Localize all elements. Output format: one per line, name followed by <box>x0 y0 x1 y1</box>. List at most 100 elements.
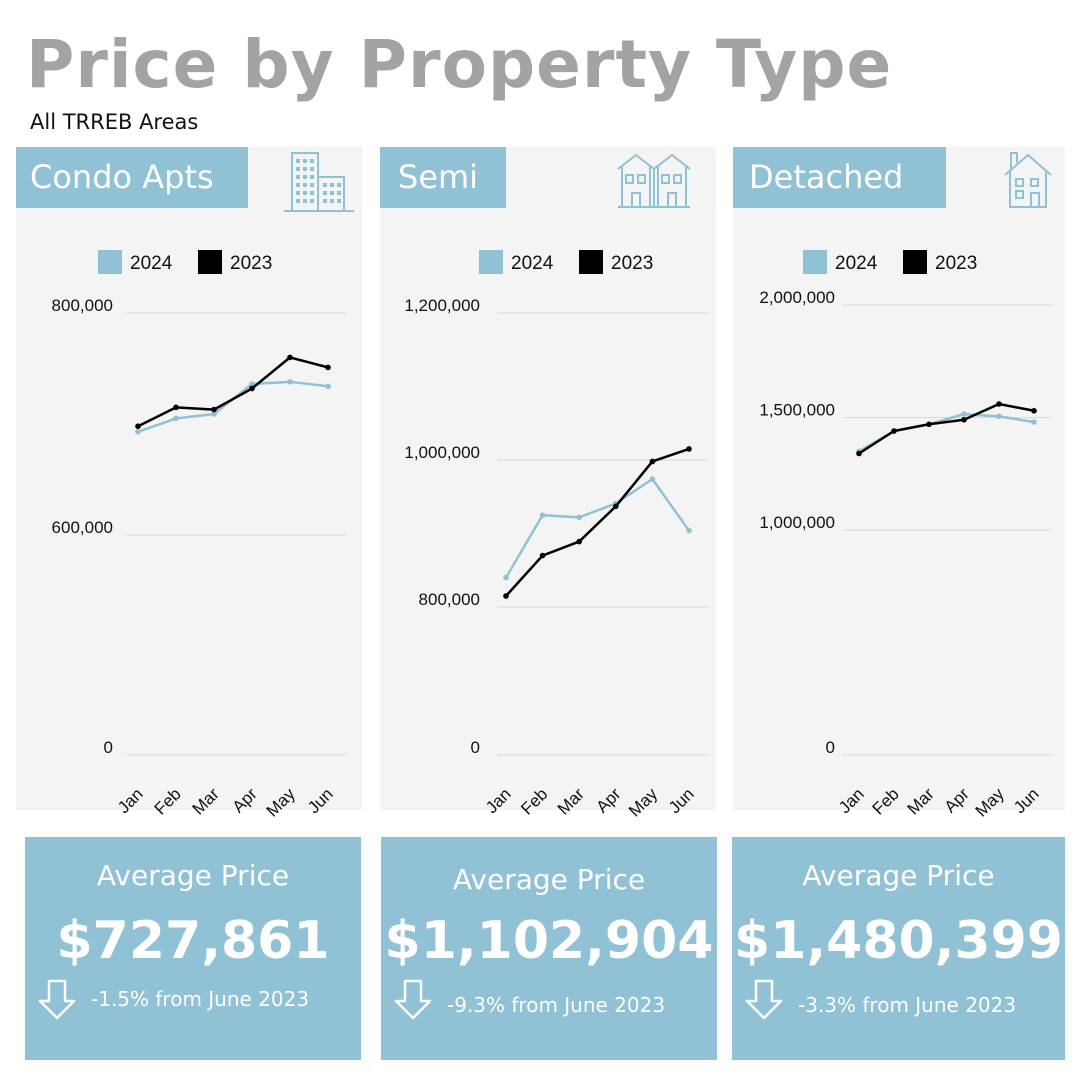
legend-swatch-2024 <box>98 250 122 274</box>
legend-swatch-2024 <box>479 250 503 274</box>
y-tick-label: 1,200,000 <box>404 296 480 315</box>
data-point-2024 <box>249 381 255 387</box>
data-point-2023 <box>576 538 582 545</box>
y-tick-label: 600,000 <box>52 518 113 537</box>
series-line-2023-detached <box>858 402 1035 455</box>
data-point-2023 <box>961 416 967 423</box>
apartment-building-icon <box>284 152 354 212</box>
chart-detached: 2024 2023 0 1,000,000 1,500,000 2,000,000 Jan F… <box>759 250 1052 821</box>
data-point-2023 <box>135 423 141 430</box>
data-point-2023 <box>325 364 331 371</box>
panel-label-detached: Detached <box>733 147 946 208</box>
data-point-2024 <box>576 514 582 521</box>
down-arrow-icon <box>394 979 432 1020</box>
series-line-2023-condo <box>137 356 329 428</box>
data-point-2024 <box>649 476 656 482</box>
series-line-2024-detached <box>858 412 1035 453</box>
legend-label-2024: 2024 <box>511 253 554 274</box>
stat-change-text: -3.3% from June 2023 <box>798 993 1017 1017</box>
data-point-2023 <box>926 421 932 428</box>
data-point-2023 <box>1031 407 1037 414</box>
stat-label: Average Price <box>452 863 646 896</box>
legend-label-2023: 2023 <box>611 253 653 274</box>
stat-change-row: -1.5% from June 2023 <box>37 979 355 1023</box>
y-tick-label: 2,000,000 <box>759 288 835 307</box>
stat-change-row: -9.3% from June 2023 <box>393 979 711 1023</box>
stat-card-condo: Average Price $727,861 -1.5% from June 2… <box>25 837 361 1060</box>
x-tick-label: Mar <box>904 784 938 818</box>
y-tick-label: 1,000,000 <box>404 443 480 462</box>
stat-value: $1,102,904 <box>384 911 714 971</box>
data-point-2024 <box>961 411 967 417</box>
semi-detached-houses-icon <box>617 153 691 208</box>
y-tick-label: 0 <box>826 738 835 757</box>
legend-swatch-2023 <box>903 250 927 274</box>
legend-label-2023: 2023 <box>935 253 977 274</box>
data-point-2024 <box>686 527 692 534</box>
chart-panel-condo: Condo Apts 2024 2023 0 600,000 800,000 Jan Feb… <box>16 147 362 821</box>
legend-swatch-2023 <box>198 250 222 274</box>
chart-legend: 2024 2023 <box>803 250 977 274</box>
data-point-2024 <box>211 411 217 417</box>
x-tick-label: Jun <box>304 784 337 817</box>
stat-label: Average Price <box>96 859 290 892</box>
data-point-2024 <box>173 415 179 422</box>
down-arrow-icon <box>38 979 76 1020</box>
x-tick-label: May <box>972 784 1008 820</box>
y-tick-label: 0 <box>104 738 113 757</box>
y-tick-label: 1,000,000 <box>759 513 835 532</box>
data-point-2024 <box>996 413 1002 420</box>
data-point-2023 <box>211 406 217 413</box>
legend-label-2024: 2024 <box>130 253 173 274</box>
y-tick-label: 1,500,000 <box>759 401 835 420</box>
series-line-2024-semi <box>504 477 691 579</box>
legend-label-2024: 2024 <box>835 253 878 274</box>
x-tick-label: Feb <box>151 784 185 818</box>
chart-panel-detached: Detached 2024 2023 0 1,000,000 1,500,000 2,00… <box>733 147 1065 821</box>
stat-card-detached: Average Price $1,480,399 -3.3% from June… <box>732 837 1065 1060</box>
stat-change-row: -3.3% from June 2023 <box>744 979 1059 1023</box>
x-tick-label: Jan <box>835 784 868 817</box>
data-point-2024 <box>503 574 509 581</box>
x-tick-label: Apr <box>941 784 973 816</box>
y-tick-label: 0 <box>471 738 480 757</box>
data-point-2024 <box>1031 419 1037 425</box>
x-tick-label: Feb <box>517 784 551 818</box>
stat-value: $727,861 <box>56 911 330 971</box>
page-subtitle: All TRREB Areas <box>30 110 199 134</box>
data-point-2023 <box>856 450 862 457</box>
x-tick-label: Mar <box>189 784 223 818</box>
data-point-2024 <box>287 379 293 385</box>
x-tick-label: May <box>263 784 299 820</box>
data-point-2023 <box>996 401 1002 407</box>
down-arrow-icon <box>745 979 783 1020</box>
x-tick-label: Apr <box>229 784 261 816</box>
chart-panel-semi: Semi 2024 2023 0 800,000 1,000,000 1,200,000 J… <box>380 147 716 821</box>
data-point-2023 <box>891 428 897 434</box>
chart-semi: 2024 2023 0 800,000 1,000,000 1,200,000 Jan Feb… <box>404 250 708 821</box>
x-tick-label: Jun <box>665 784 698 817</box>
data-point-2023 <box>686 446 692 452</box>
y-tick-label: 800,000 <box>52 296 113 315</box>
panel-label-semi: Semi <box>380 147 506 208</box>
data-point-2024 <box>135 428 141 435</box>
legend-swatch-2024 <box>803 250 827 274</box>
x-tick-label: Apr <box>592 784 624 816</box>
page-title: Price by Property Type <box>26 26 893 103</box>
data-point-2023 <box>649 458 656 465</box>
stat-label: Average Price <box>802 859 995 892</box>
data-point-2023 <box>539 552 546 559</box>
detached-house-icon <box>1004 152 1052 208</box>
x-tick-label: Feb <box>869 784 903 818</box>
data-point-2023 <box>173 404 179 411</box>
x-tick-label: May <box>625 784 661 820</box>
data-point-2023 <box>613 503 619 510</box>
stat-change-text: -9.3% from June 2023 <box>447 993 666 1017</box>
series-line-2023-semi <box>505 447 690 597</box>
y-tick-label: 800,000 <box>419 590 480 609</box>
chart-legend: 2024 2023 <box>98 250 272 274</box>
x-tick-label: Mar <box>554 784 588 818</box>
x-tick-label: Jan <box>482 784 515 817</box>
data-point-2023 <box>503 593 509 599</box>
data-point-2023 <box>249 385 255 392</box>
